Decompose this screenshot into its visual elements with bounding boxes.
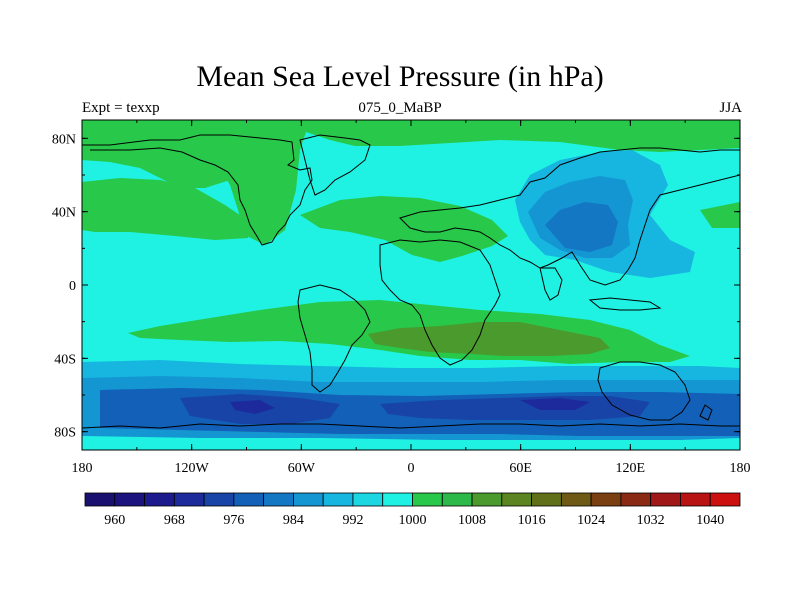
y-tick-label: 40S [54,352,76,367]
field-south-ocean-min1 [230,400,275,414]
colorbar: 960 968 976 984 992 1000 1008 1016 1024 1032 1040 [84,492,741,528]
colorbar-box [322,492,354,507]
colorbar-label: 984 [283,513,304,528]
colorbar-box [441,492,473,507]
coastlines [82,134,740,429]
chart-title: Mean Sea Level Pressure (in hPa) [196,60,604,93]
field-south-high-core [368,322,610,356]
field-north-atlantic [215,120,310,245]
y-tick-label: 40N [52,206,76,221]
coast-eurasia [399,147,740,286]
field-south-ocean-min2 [520,398,590,410]
coast-indonesia [588,297,662,311]
colorbar-label: 1000 [399,513,427,528]
colorbar-label: 976 [223,513,244,528]
colorbar-label: 1032 [637,513,665,528]
colorbar-box [471,492,503,507]
x-tick-label: 0 [408,461,415,476]
left-string: Expt = texxp [82,100,160,116]
colorbar-box [173,492,205,507]
y-axis: 80N 40N 0 40S 80S [52,132,740,441]
x-tick-label: 180 [72,461,93,476]
x-tick-label: 120W [175,461,210,476]
coast-south-america [297,284,371,393]
colorbar-label: 992 [342,513,363,528]
colorbar-box [293,492,324,507]
y-tick-label: 0 [69,279,76,294]
x-tick-label: 120E [616,461,646,476]
field-atlantic-high [300,196,508,262]
colorbar-label: 968 [164,513,185,528]
colorbar-box [531,492,562,507]
y-tick-label: 80S [54,426,76,441]
x-axis: 180 120W 60W 0 60E 120E 180 [72,120,751,476]
colorbar-box [590,492,622,507]
colorbar-box [560,492,592,507]
colorbar-box [680,492,711,507]
x-tick-label: 180 [730,461,751,476]
colorbar-label: 1016 [518,513,546,528]
colorbar-box [650,492,681,507]
y-tick-label: 80N [52,132,76,147]
colorbar-box [84,492,116,507]
colorbar-box [233,492,265,507]
coast-north-america [82,134,313,246]
coast-australia [597,361,691,421]
coast-greenland [299,134,371,196]
colorbar-box [263,492,294,507]
coast-antarctica [82,423,740,429]
colorbar-box [114,492,145,507]
map-plot-area [82,120,740,450]
coast-new-zealand [699,404,713,421]
colorbar-label: 1024 [577,513,605,528]
x-tick-label: 60E [509,461,532,476]
colorbar-box [620,492,652,507]
colorbar-label: 960 [104,513,125,528]
right-string: JJA [719,100,742,116]
field-antarctic [82,436,740,450]
colorbar-box [203,492,235,507]
x-tick-label: 60W [288,461,316,476]
colorbar-label: 1040 [696,513,724,528]
center-string: 075_0_MaBP [358,100,442,116]
colorbar-box [352,492,384,507]
coast-africa [379,239,501,366]
coast-india [539,267,563,301]
colorbar-box [501,492,532,507]
field-asian-low-inner [545,202,618,252]
colorbar-box [412,492,443,507]
field-east-pacific [700,202,740,228]
colorbar-box [144,492,175,507]
colorbar-box [382,492,413,507]
colorbar-box [709,492,741,507]
field-north-pacific [82,178,250,240]
colorbar-label: 1008 [458,513,486,528]
